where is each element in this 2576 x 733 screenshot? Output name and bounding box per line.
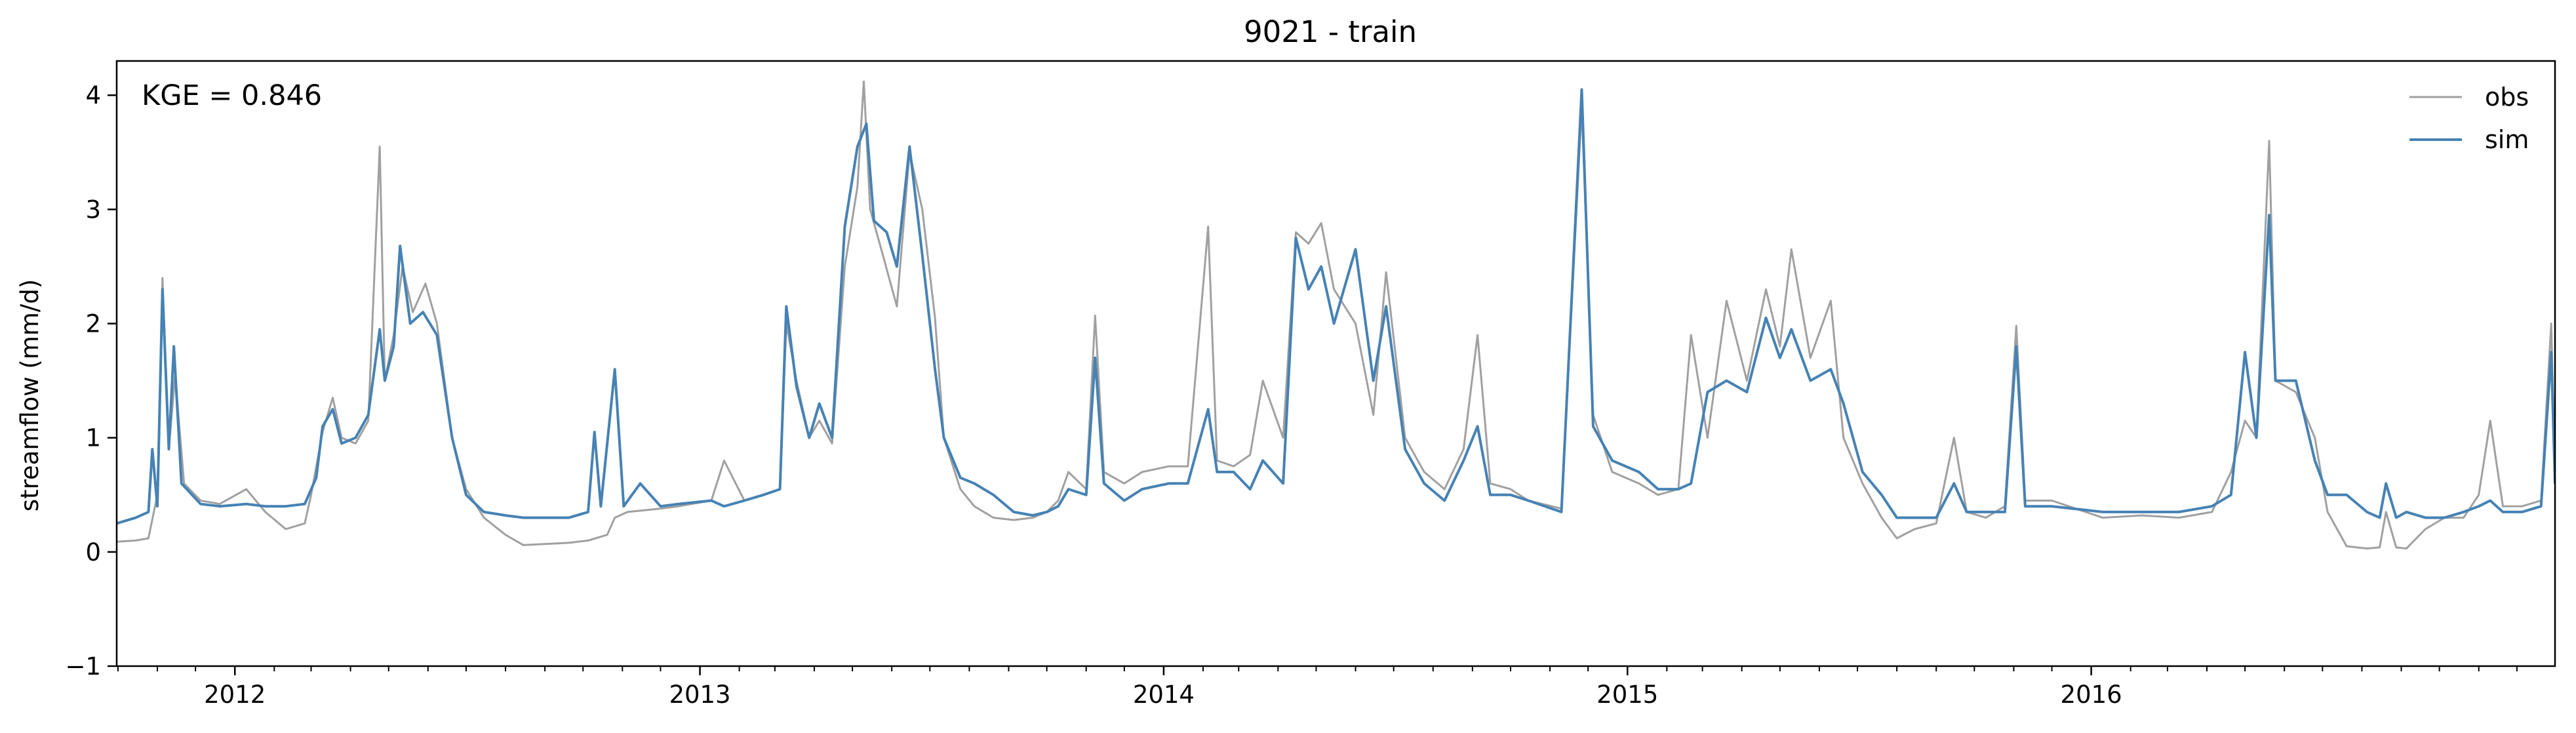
x-tick-label: 2012: [204, 681, 266, 709]
legend: obs sim: [2409, 83, 2529, 154]
legend-label-obs: obs: [2485, 83, 2529, 111]
y-tick-label: 3: [85, 195, 101, 224]
y-tick-label: 1: [85, 424, 101, 452]
plot-frame: [115, 60, 2556, 667]
y-tick-label: 0: [85, 538, 101, 566]
axes: −1 0 1 2 3 4 2012 2013 2014 2015 2016: [65, 60, 2556, 709]
series-line-sim: [117, 88, 2555, 525]
kge-annotation: KGE = 0.846: [142, 79, 322, 112]
legend-label-sim: sim: [2485, 125, 2529, 154]
y-tick-label: 2: [85, 310, 101, 338]
x-tick-label: 2014: [1133, 681, 1195, 709]
x-tick-label: 2015: [1596, 681, 1658, 709]
x-tick-label: 2016: [2061, 681, 2122, 709]
x-tick-label: 2013: [669, 681, 730, 709]
series-line-obs: [117, 80, 2555, 550]
y-axis-label: streamflow (mm/d): [16, 279, 44, 512]
y-tick-label: −1: [65, 652, 101, 681]
plot-area: [117, 80, 2555, 550]
y-tick-label: 4: [85, 81, 101, 109]
chart-title: 9021 - train: [1244, 14, 1417, 49]
